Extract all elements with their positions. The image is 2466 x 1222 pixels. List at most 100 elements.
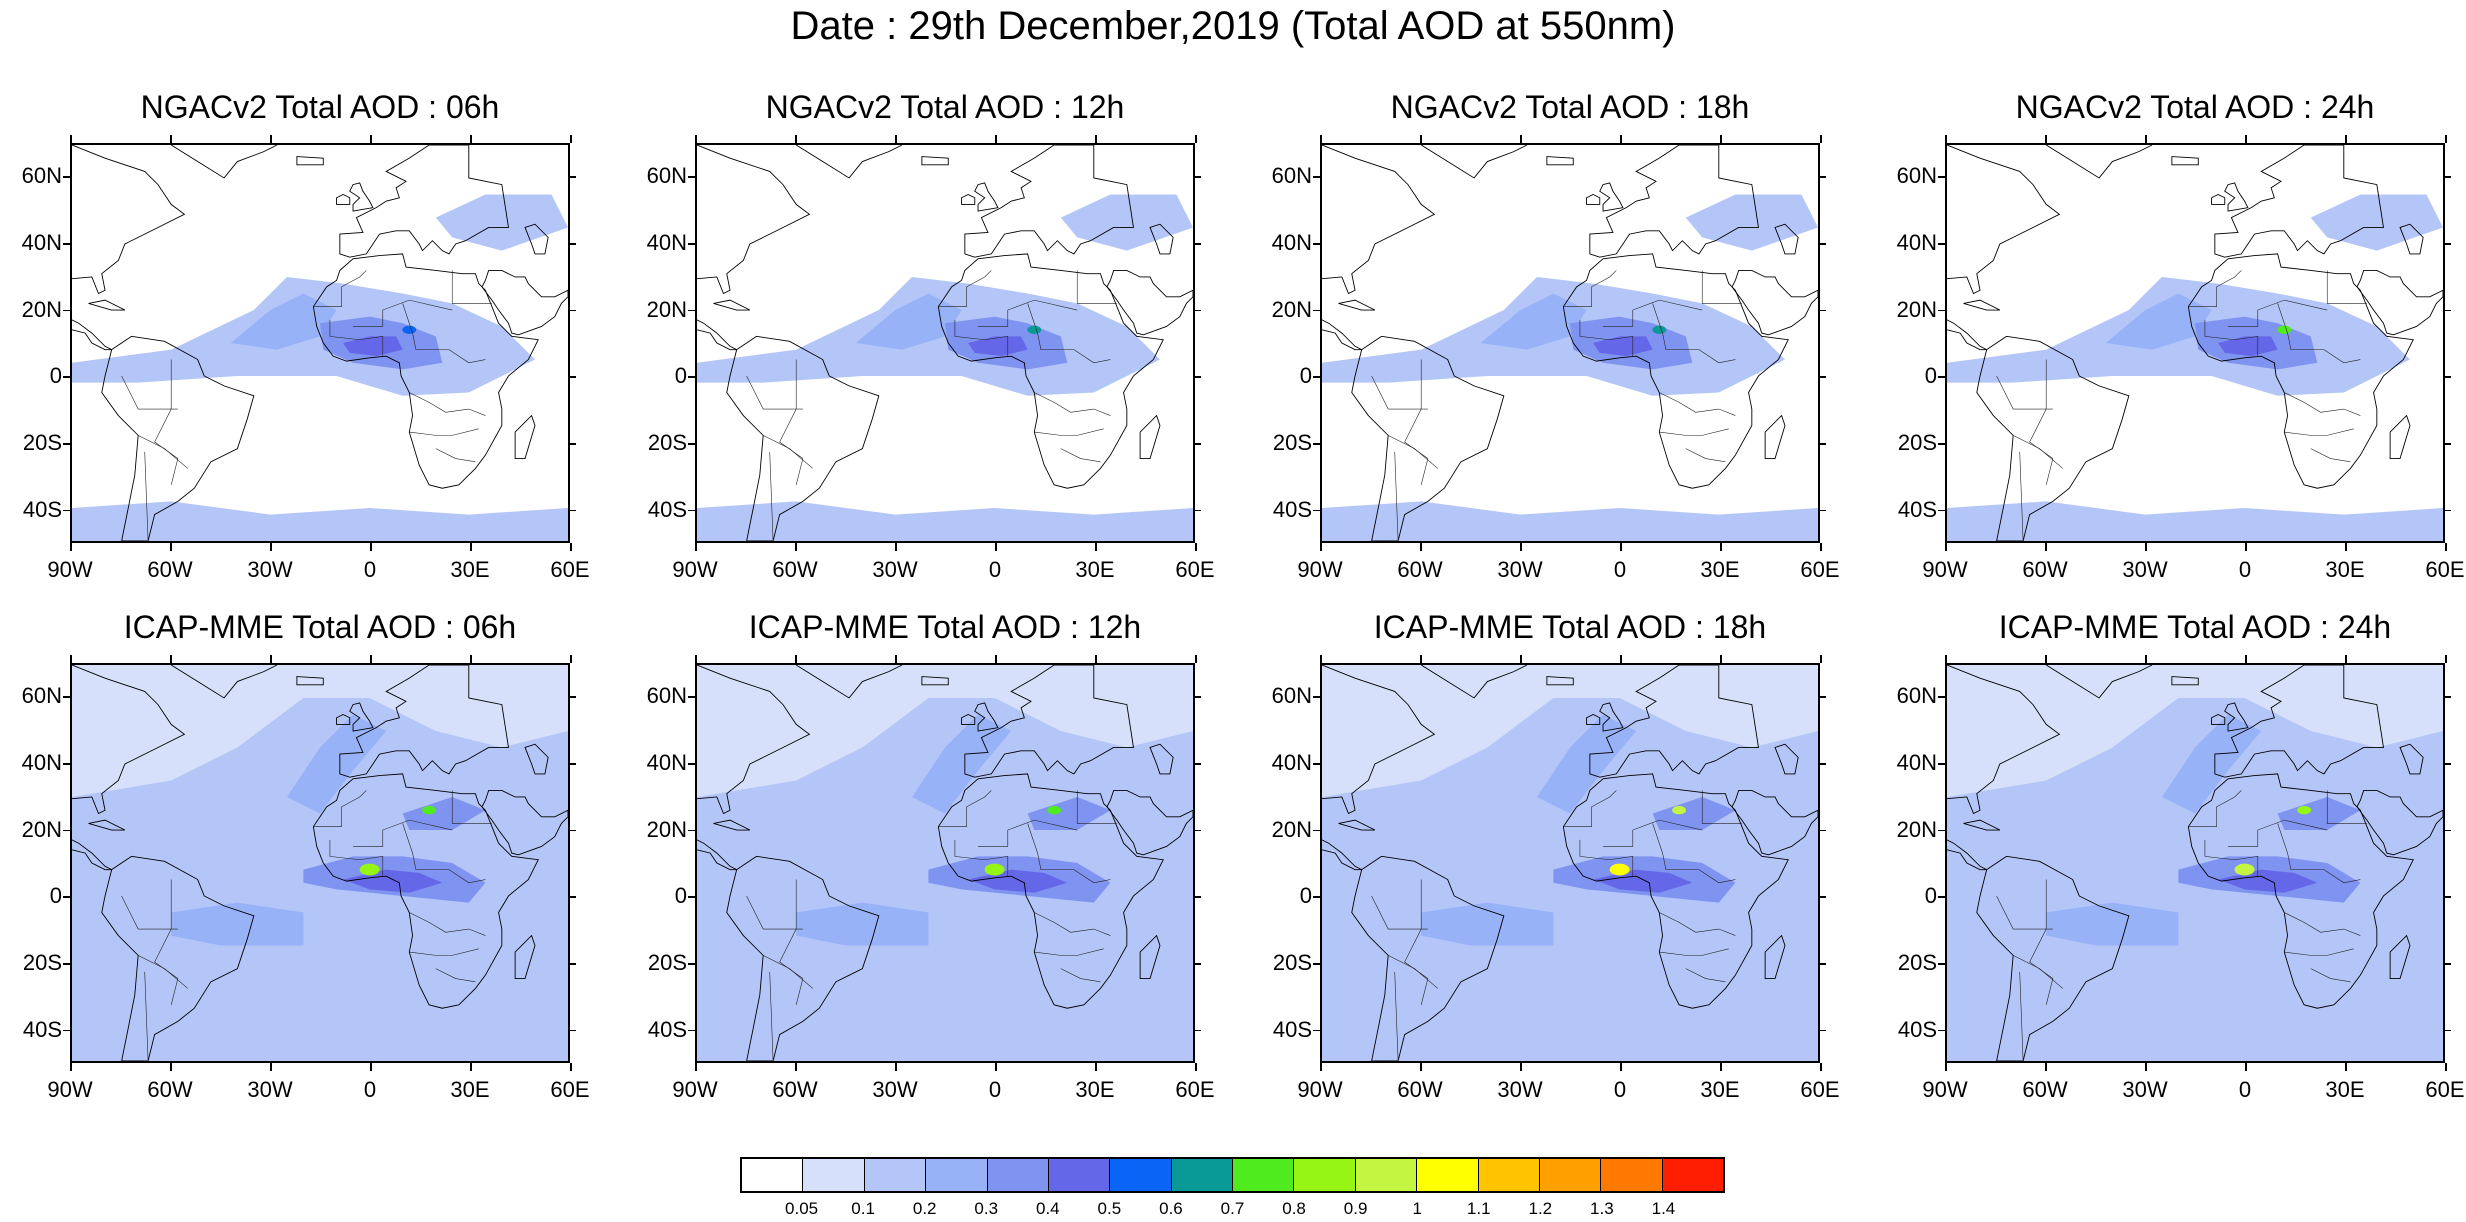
lon-tick-label: 30E <box>1075 557 1115 582</box>
colorbar-label: 0.5 <box>1097 1199 1122 1218</box>
coastline-arabia <box>1731 269 1818 336</box>
country-border <box>121 375 178 410</box>
lat-tick-label: 60N <box>1271 683 1312 709</box>
lon-tick-label: 90W <box>1297 557 1343 582</box>
lon-tick-mark <box>470 543 472 551</box>
lat-tick-mark <box>569 309 576 312</box>
lat-tick-mark <box>1938 176 1945 178</box>
colorbar-swatch <box>864 1159 927 1191</box>
lat-tick-label: 40S <box>647 496 687 522</box>
country-border <box>978 299 1078 327</box>
lon-tick-mark <box>1620 135 1622 143</box>
coastline-caspian <box>1149 223 1174 255</box>
lat-tick-mark <box>1938 896 1945 898</box>
country-border <box>1388 955 1438 989</box>
country-border <box>2188 790 2242 827</box>
coastline-africaEur <box>937 773 1164 1009</box>
coastline-europe <box>964 665 1135 778</box>
country-border <box>402 303 486 364</box>
lon-tick-mark <box>1195 543 1197 551</box>
coastline-ireland <box>2211 714 2226 725</box>
coastline-greatBritain <box>1599 702 1624 732</box>
lon-tick-label: 90W <box>672 1077 718 1102</box>
lat-tick-mark <box>569 829 576 832</box>
coastline-iceland <box>2171 676 2199 686</box>
coastline-africaEur <box>1562 253 1789 489</box>
lat-tick-mark <box>1938 243 1945 245</box>
lon-tick-label: 60W <box>1397 557 1443 582</box>
colorbar-label: 0.3 <box>974 1199 999 1218</box>
lon-tick-mark <box>2045 543 2047 551</box>
lon-tick-mark <box>1520 135 1522 143</box>
coastline-greenland <box>1420 145 1528 179</box>
lon-tick-mark <box>1320 1063 1322 1071</box>
lat-tick-mark <box>1819 376 1826 378</box>
coastline-greatBritain <box>2224 182 2249 212</box>
lon-tick-label: 60W <box>2022 557 2068 582</box>
country-border <box>763 955 813 989</box>
aod-plume <box>422 806 437 815</box>
aod-plume <box>1609 863 1630 876</box>
country-border <box>1394 451 1399 541</box>
lat-tick-mark <box>1819 309 1826 312</box>
coastline-southAmerica <box>101 855 255 1061</box>
lat-tick-label: 40N <box>1896 750 1937 775</box>
lat-tick-mark <box>569 1029 576 1032</box>
lat-tick-label: 0 <box>1924 883 1937 909</box>
coastline-arabia <box>2356 269 2443 336</box>
colorbar-swatch <box>1355 1159 1418 1191</box>
country-border <box>954 319 1009 357</box>
country-border <box>2310 448 2351 463</box>
colorbar-label: 1.3 <box>1590 1199 1614 1218</box>
coastline-northAmerica <box>697 145 811 295</box>
country-border <box>329 319 384 357</box>
country-border <box>2277 823 2361 884</box>
lon-tick-label: 60E <box>550 1077 590 1102</box>
lon-tick-label: 0 <box>988 1077 1002 1102</box>
aod-field <box>72 145 568 541</box>
lon-tick-label: 60W <box>772 557 818 582</box>
lat-tick-mark <box>688 829 695 832</box>
lon-tick-mark <box>2345 655 2347 663</box>
country-border <box>402 823 486 884</box>
lat-tick-mark <box>63 176 70 178</box>
lon-tick-label: 30W <box>1497 1077 1543 1102</box>
colorbar-label: 0.2 <box>912 1199 937 1218</box>
lon-tick-mark <box>270 135 272 143</box>
coastline-ireland <box>2211 194 2226 205</box>
lat-tick-label: 40S <box>1897 496 1937 522</box>
coastline-greenland <box>795 665 903 699</box>
country-border <box>1652 303 1736 364</box>
lat-tick-mark <box>2444 309 2451 312</box>
country-border <box>2029 359 2054 485</box>
lon-tick-label: 60W <box>1397 1077 1443 1102</box>
aod-plume <box>171 902 304 946</box>
coastline-madagascar <box>2389 934 2411 979</box>
coastline-caspian <box>2399 743 2424 775</box>
lat-tick-mark <box>569 176 576 178</box>
lat-tick-mark <box>1194 696 1201 698</box>
country-border <box>769 451 774 541</box>
colorbar-label: 0.05 <box>785 1199 819 1218</box>
lon-tick-mark <box>695 655 697 663</box>
lon-tick-label: 60E <box>2425 1077 2465 1102</box>
aod-plume <box>343 336 403 357</box>
country-border <box>2277 303 2361 364</box>
lat-tick-mark <box>1938 829 1945 832</box>
aod-plume <box>2234 863 2255 876</box>
lon-tick-label: 0 <box>1613 1077 1627 1102</box>
country-border <box>353 299 453 327</box>
lon-tick-label: 60E <box>550 557 590 582</box>
country-border <box>978 819 1078 847</box>
country-border <box>409 912 486 936</box>
lat-tick-mark <box>1819 896 1826 898</box>
lon-tick-mark <box>1195 1063 1197 1071</box>
lon-tick-mark <box>1945 543 1947 551</box>
lat-tick-mark <box>2444 829 2451 832</box>
country-border <box>1034 912 1111 936</box>
lat-tick-mark <box>569 896 576 898</box>
lat-tick-label: 20S <box>1272 430 1312 455</box>
aod-plume <box>1685 194 1818 251</box>
lat-tick-mark <box>63 243 70 245</box>
lat-tick-mark <box>1313 1029 1320 1032</box>
